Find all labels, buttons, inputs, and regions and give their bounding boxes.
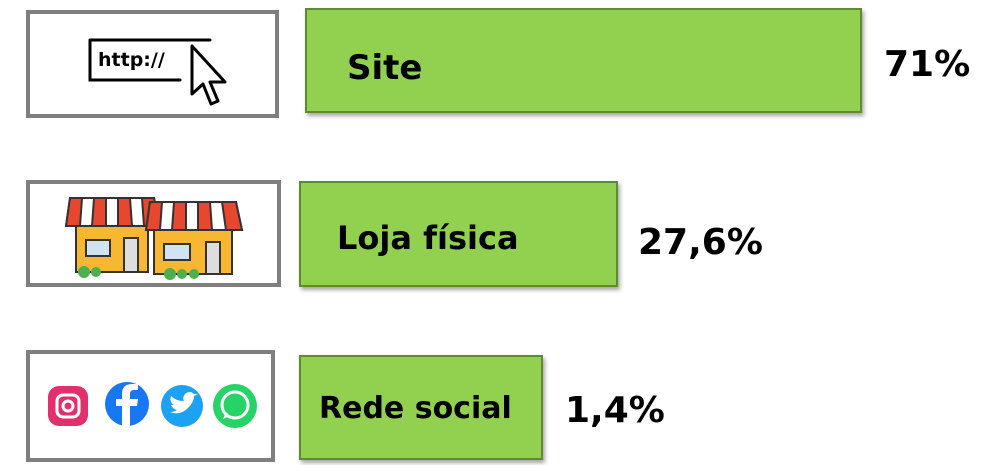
icon-frame: http:// (26, 10, 279, 118)
page: http:// Site 71% Loja física 2 (0, 0, 987, 465)
bar-label-box: Site (305, 8, 862, 113)
bar-label-box: Loja física (299, 181, 618, 287)
bar-label: Site (347, 48, 422, 88)
value-label: 71% (884, 44, 970, 85)
value-label: 27,6% (638, 222, 763, 263)
social-icons (30, 354, 271, 458)
url-text: http:// (98, 49, 165, 71)
bar-label-box: Rede social (299, 355, 543, 460)
icon-frame (26, 350, 275, 462)
bar-label: Loja física (337, 219, 519, 257)
icon-frame (26, 180, 281, 287)
store-icon (30, 184, 277, 283)
value-label: 1,4% (565, 390, 665, 431)
web-icon: http:// (30, 14, 275, 114)
bar-label: Rede social (319, 391, 512, 426)
